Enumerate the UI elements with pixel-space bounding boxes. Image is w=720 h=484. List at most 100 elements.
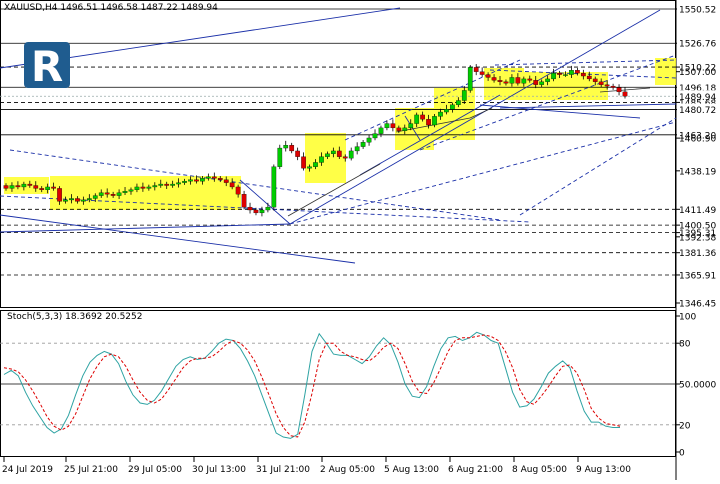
trend-line: [499, 103, 677, 109]
time-label: 2 Aug 05:00: [320, 465, 375, 475]
candle-body: [277, 147, 283, 167]
candle-body: [235, 186, 241, 195]
candle-body: [319, 156, 324, 163]
price-label: 1510.22: [679, 64, 716, 74]
candle-body: [164, 183, 170, 186]
candle-body: [354, 146, 360, 152]
candle-body: [259, 209, 265, 214]
candle-body: [360, 142, 366, 147]
price-label: 1438.19: [679, 167, 716, 177]
logo-letter: R: [31, 42, 63, 91]
price-label-bg: [677, 37, 720, 50]
candle-body: [331, 150, 336, 154]
candle-body: [33, 185, 39, 189]
candle-body: [575, 70, 580, 74]
candle-body: [39, 188, 45, 190]
candle-body: [104, 192, 110, 195]
trend-line: [289, 121, 677, 225]
price-label-bg: [677, 128, 720, 141]
candle-body: [485, 74, 491, 78]
price-label: 1365.91: [679, 271, 716, 281]
candle-body: [75, 198, 80, 202]
candle-body: [551, 72, 556, 80]
price-label: 1411.49: [679, 206, 716, 216]
stoch-tick-label: 100: [679, 313, 696, 323]
price-label: 1400.50: [679, 222, 716, 232]
price-label: 1463.20: [679, 131, 716, 141]
candle-body: [503, 81, 509, 84]
time-label: 31 Jul 21:00: [256, 465, 310, 475]
candle-body: [134, 186, 140, 190]
price-label: 1489.94: [679, 93, 716, 103]
candle-body: [473, 67, 479, 72]
stoch-pane: [0, 310, 676, 457]
price-label: 1395.31: [679, 229, 716, 239]
time-label: 5 Aug 13:00: [384, 465, 439, 475]
highlight-zone: [655, 58, 676, 85]
candle-body: [152, 185, 158, 188]
candle-body: [194, 179, 199, 182]
trend-line: [0, 214, 356, 264]
candle-body: [515, 77, 521, 84]
candle-body: [182, 181, 187, 183]
candle-body: [92, 195, 98, 199]
candle-body: [586, 75, 592, 80]
candle-body: [229, 182, 235, 188]
candle-body: [307, 166, 312, 169]
trend-line: [0, 195, 531, 223]
symbol-timeframe: XAUUSD,H4: [4, 3, 58, 13]
candle-body: [217, 178, 223, 180]
chart-title: XAUUSD,H4 1496.51 1496.58 1487.22 1489.9…: [4, 3, 218, 13]
candle-body: [241, 194, 247, 208]
candle-body: [569, 70, 574, 75]
trend-line: [239, 179, 291, 225]
price-label: 1480.72: [679, 106, 716, 116]
candle-body: [289, 145, 295, 152]
candle-body: [223, 179, 229, 183]
candle-body: [563, 74, 568, 76]
time-label: 9 Aug 13:00: [576, 465, 631, 475]
candle-body: [301, 156, 306, 169]
candle-body: [420, 114, 425, 120]
candle-body: [158, 183, 164, 186]
candle-body: [450, 104, 455, 110]
candle-body: [414, 114, 420, 124]
candle-body: [455, 100, 461, 105]
candle-body: [69, 198, 74, 201]
price-label-bg: [677, 90, 720, 103]
stoch-title: Stoch(5,3,3) 18.3692 20.5252: [7, 312, 143, 322]
candle-body: [271, 166, 277, 208]
candle-body: [497, 80, 503, 82]
highlight-zone: [484, 68, 524, 100]
candle-body: [557, 72, 562, 75]
stoch-tick-label: 80: [679, 340, 691, 350]
candle-body: [98, 192, 104, 196]
trend-line: [0, 223, 291, 233]
candle-body: [390, 123, 396, 129]
price-label: 1346.45: [679, 300, 716, 310]
candle-body: [348, 150, 354, 159]
candle-body: [140, 186, 146, 189]
candle-body: [27, 183, 33, 186]
stoch-tick-label: 50.0000: [679, 381, 716, 391]
time-label: 6 Aug 21:00: [448, 465, 503, 475]
ohlc-high: 1496.58: [100, 3, 138, 13]
trend-line: [494, 59, 677, 66]
ohlc-open: 1496.51: [60, 3, 98, 13]
price-label: 1381.36: [679, 249, 716, 259]
candle-body: [604, 84, 610, 87]
candle-body: [122, 191, 128, 193]
candle-body: [461, 90, 467, 101]
candle-body: [51, 186, 56, 189]
candle-body: [432, 116, 437, 126]
price-label: 1392.38: [679, 233, 716, 243]
candle-body: [110, 194, 116, 196]
candle-body: [188, 179, 193, 182]
candle-body: [402, 127, 408, 131]
time-label: 29 Jul 05:00: [128, 465, 182, 475]
ohlc-low: 1487.22: [140, 3, 178, 13]
trend-line: [519, 117, 677, 216]
candle-body: [9, 185, 15, 189]
highlight-zone: [305, 133, 346, 183]
